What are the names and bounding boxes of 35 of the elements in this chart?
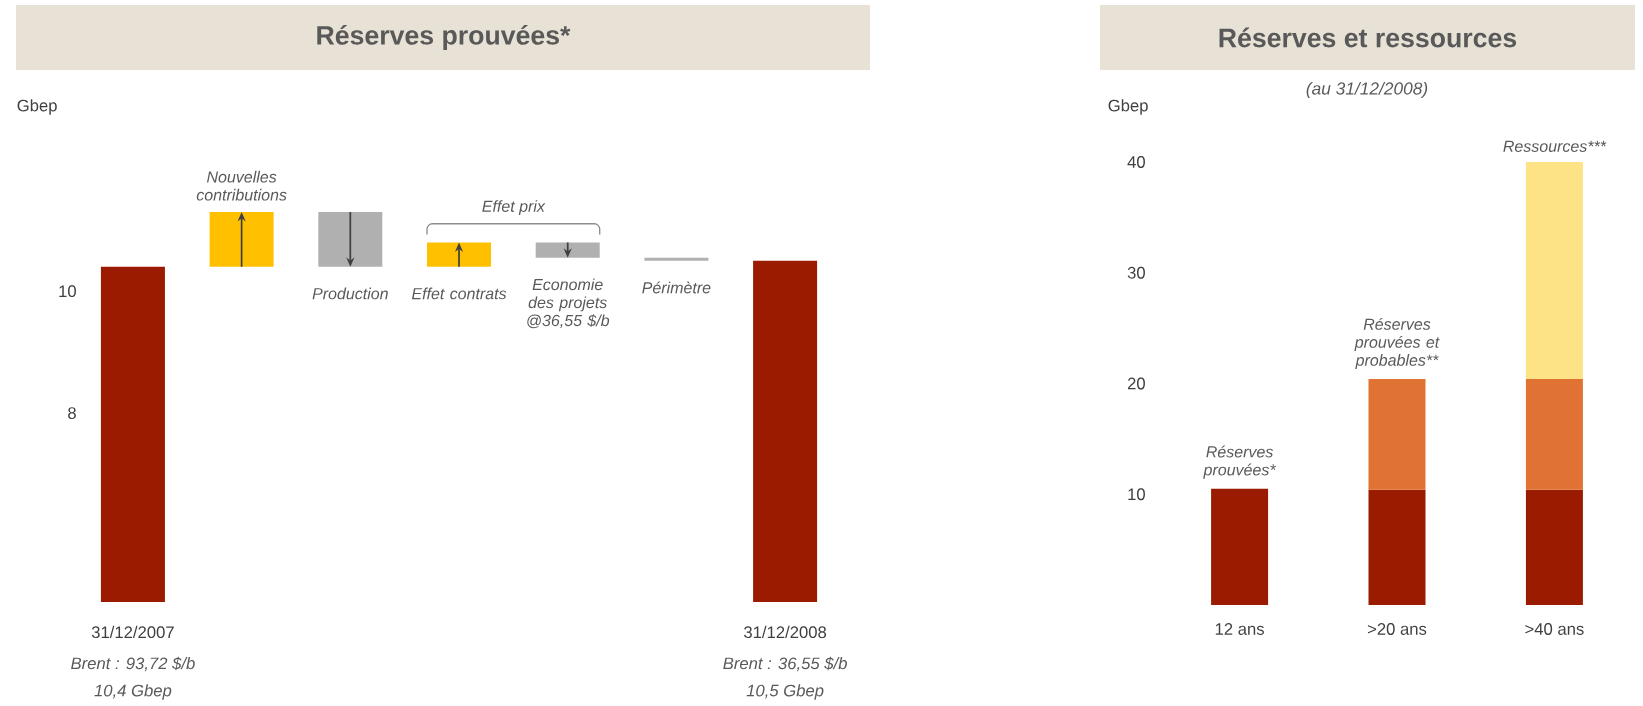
series-label: Réserves prouvées et probables** [1354, 317, 1440, 370]
text: 10,4 Gbep [94, 684, 172, 700]
text: 10,5 Gbep [746, 684, 824, 700]
x-tick-label: Production [312, 287, 388, 300]
x-tick-label: 31/12/2008 [744, 625, 827, 639]
x-tick-label: Périmètre [642, 281, 711, 294]
bar [1368, 379, 1426, 490]
series-label: Réserves prouvées* [1203, 445, 1277, 479]
annotation: Effet prix [482, 200, 546, 216]
y-tick-label: 20 [1127, 377, 1145, 390]
y-tick-label: 8 [68, 407, 76, 419]
bar [1368, 489, 1426, 605]
series-label: Ressources*** [1503, 140, 1607, 152]
y-tick-label: 10 [1128, 488, 1145, 501]
y-tick-label: 30 [1127, 266, 1145, 279]
text: Brent : 93,72 $/b [71, 656, 195, 672]
y-tick-label: 40 [1127, 156, 1145, 168]
chart-subtitle: (au 31/12/2008) [1306, 81, 1428, 99]
bar [1525, 489, 1583, 605]
x-tick-label: Economie des projets @36,55 $/b [527, 278, 610, 329]
x-tick-label: 31/12/2007 [91, 625, 174, 639]
chart-title: Réserves et ressources [1219, 27, 1517, 48]
bar [1525, 161, 1583, 380]
x-tick-label: 12 ans [1215, 623, 1264, 635]
x-tick-label: >20 ans [1367, 623, 1427, 635]
bar [1211, 488, 1269, 605]
y-axis-title: Gbep [17, 99, 57, 115]
x-tick-label: Nouvelles contributions [196, 170, 287, 201]
y-axis-title: Gbep [1108, 99, 1148, 115]
x-tick-label: Effet contrats [411, 287, 507, 300]
bar [1525, 379, 1583, 490]
chart-title: Réserves prouvées* [317, 24, 571, 51]
text: Brent : 36,55 $/b [723, 656, 847, 672]
x-tick-label: >40 ans [1525, 623, 1584, 635]
y-tick-label: 10 [59, 285, 76, 298]
